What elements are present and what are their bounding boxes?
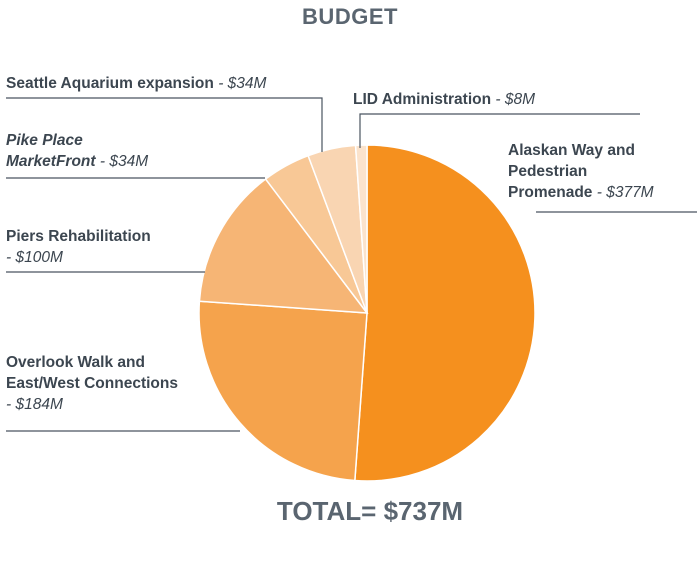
label-piers-rehabilitation: Piers Rehabilitation - $100M — [6, 228, 151, 266]
label-alaskan-way: Alaskan Way and Pedestrian Promenade - $… — [508, 142, 654, 201]
pie-slice-alaskan-way-and-pedestrian-promenade — [354, 144, 536, 482]
label-lid-administration: LID Administration - $8M — [353, 91, 535, 108]
leader-line-seattle-aquarium — [6, 97, 323, 152]
pie-slice-piers-rehabilitation — [198, 177, 369, 314]
leader-line-lid-administration — [359, 113, 640, 148]
pie-slice-overlook-walk-and-east-west-connections — [198, 300, 368, 482]
chart-title: BUDGET — [302, 4, 398, 29]
label-overlook-walk: Overlook Walk and East/West Connections … — [6, 354, 178, 413]
label-pike-place: Pike Place MarketFront - $34M — [6, 132, 149, 170]
pie-slice-lid-administration — [354, 144, 368, 314]
total-label: TOTAL= $737M — [276, 496, 464, 526]
label-seattle-aquarium: Seattle Aquarium expansion - $34M — [6, 75, 267, 92]
